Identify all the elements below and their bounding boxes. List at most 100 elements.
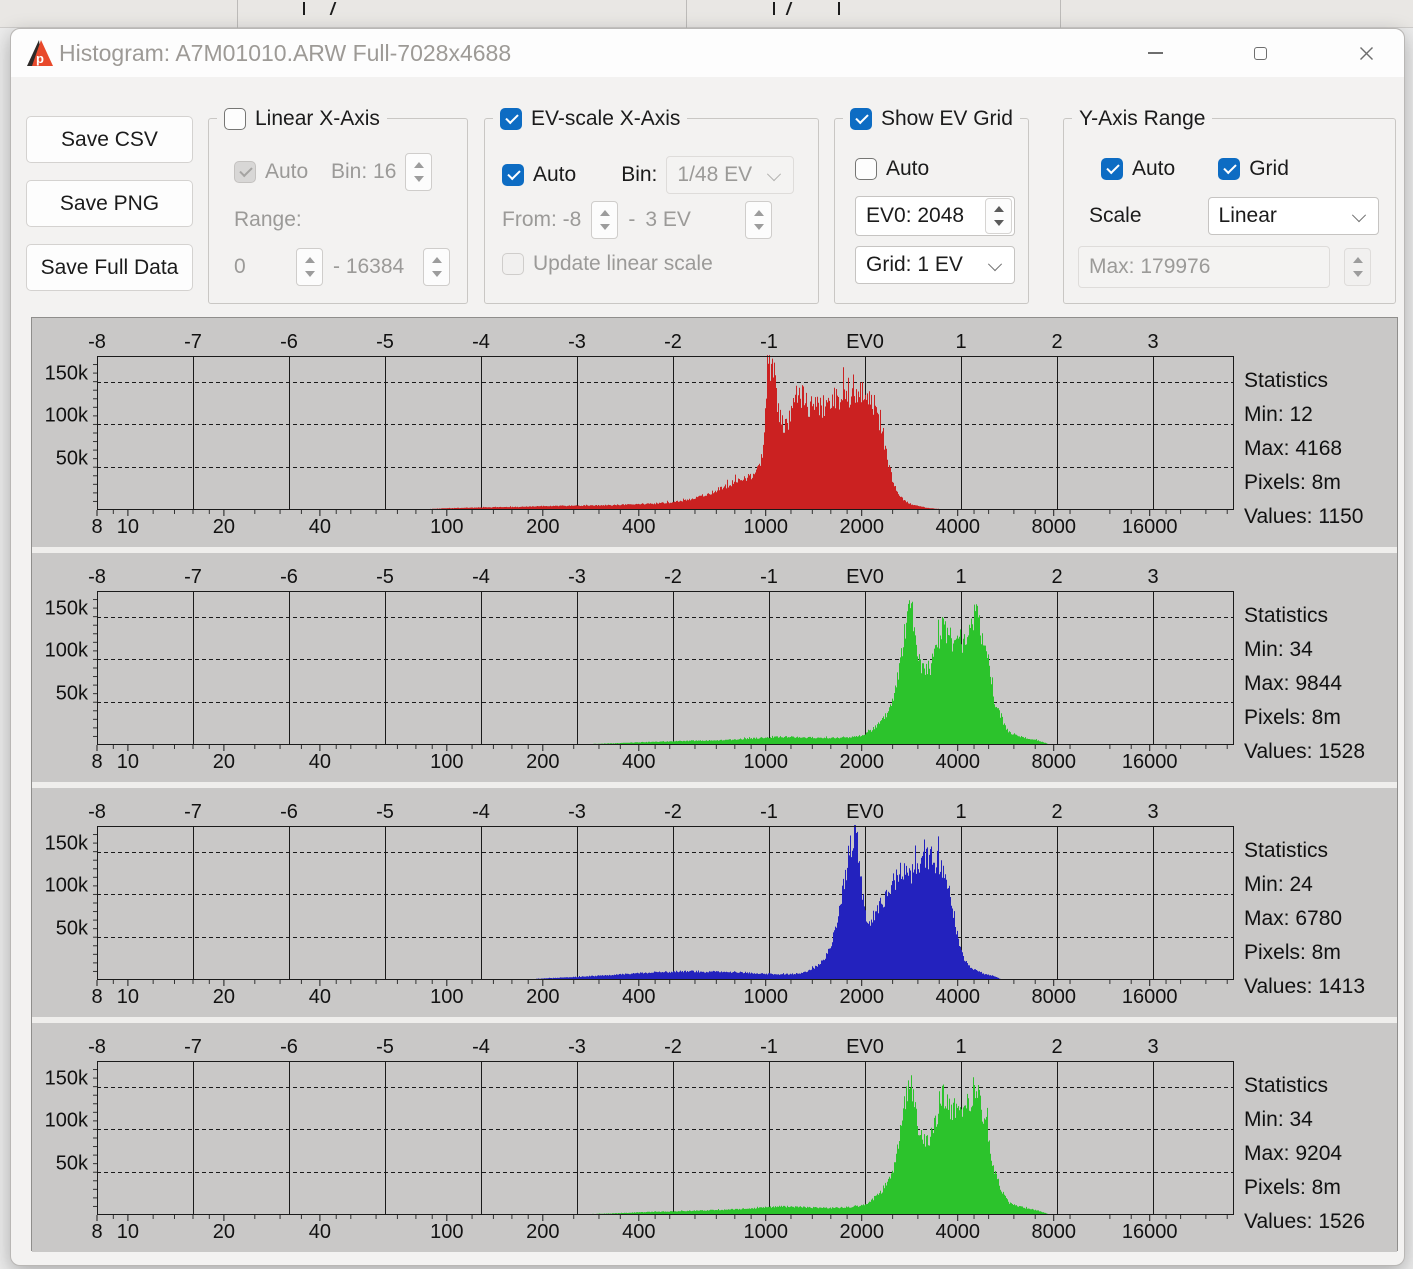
background-window-fragment <box>838 2 840 15</box>
y-auto-checkbox[interactable] <box>1101 158 1123 180</box>
app-logo-icon: p <box>27 40 53 66</box>
svg-text:8000: 8000 <box>1031 751 1076 773</box>
background-divider <box>686 0 687 28</box>
svg-text:2: 2 <box>1051 566 1062 588</box>
svg-text:100: 100 <box>430 1221 463 1243</box>
svg-text:-6: -6 <box>280 331 298 353</box>
save-csv-button[interactable]: Save CSV <box>26 116 193 163</box>
svg-text:16000: 16000 <box>1122 751 1178 773</box>
svg-text:20: 20 <box>213 751 235 773</box>
svg-text:-1: -1 <box>760 331 778 353</box>
ev-to-value: 3 EV <box>645 208 691 231</box>
svg-text:-4: -4 <box>472 801 490 823</box>
svg-text:-7: -7 <box>184 1036 202 1058</box>
statistics-block: Statistics Min: 34 Max: 9204 Pixels: 8m … <box>1244 1069 1365 1239</box>
svg-text:8000: 8000 <box>1031 516 1076 538</box>
title-bar[interactable]: p Histogram: A7M01010.ARW Full-7028x4688 <box>11 29 1404 77</box>
svg-text:-8: -8 <box>88 1036 106 1058</box>
svg-text:-6: -6 <box>280 1036 298 1058</box>
svg-text:-1: -1 <box>760 801 778 823</box>
svg-text:400: 400 <box>622 986 655 1008</box>
histogram-plot: 150k 100k 50k -8 -7 -6 -5 -4 -3 -2 -1 EV0 1 2 3 8 10 20 40… <box>45 331 1234 538</box>
ev-scale-x-axis-checkbox[interactable] <box>500 108 522 130</box>
svg-text:40: 40 <box>309 986 331 1008</box>
ev0-spinner[interactable] <box>985 198 1012 234</box>
svg-text:1: 1 <box>955 331 966 353</box>
svg-text:2: 2 <box>1051 1036 1062 1058</box>
linear-range-to-spinner <box>423 248 451 286</box>
grid-step-dropdown[interactable]: Grid: 1 EV <box>855 246 1015 284</box>
svg-text:100k: 100k <box>45 405 89 427</box>
show-ev-grid-checkbox[interactable] <box>850 108 872 130</box>
linear-bin-spinner <box>405 153 433 191</box>
histogram-panel-blue: 150k 100k 50k -8 -7 -6 -5 -4 -3 -2 -1 EV0 1 2 3 8 10 20 40… <box>32 788 1397 1017</box>
svg-text:2: 2 <box>1051 801 1062 823</box>
svg-text:4000: 4000 <box>935 986 980 1008</box>
svg-text:1000: 1000 <box>743 986 788 1008</box>
grid-auto-checkbox[interactable] <box>855 158 877 180</box>
svg-text:20: 20 <box>213 986 235 1008</box>
group-linear-x-axis: Linear X-Axis Auto Bin: 16 Range: 0 - 16… <box>208 105 468 304</box>
save-full-data-button[interactable]: Save Full Data <box>26 244 193 291</box>
svg-text:100: 100 <box>430 516 463 538</box>
ev-auto-checkbox[interactable] <box>502 164 524 186</box>
svg-text:3: 3 <box>1147 801 1158 823</box>
svg-text:-3: -3 <box>568 1036 586 1058</box>
y-auto-label: Auto <box>1132 157 1176 180</box>
svg-text:8: 8 <box>91 751 102 773</box>
save-png-button[interactable]: Save PNG <box>26 180 193 227</box>
y-scale-dropdown[interactable]: Linear <box>1207 197 1379 235</box>
svg-text:-1: -1 <box>760 1036 778 1058</box>
stat-line: Values: 1528 <box>1244 740 1366 763</box>
svg-text:-8: -8 <box>88 566 106 588</box>
svg-text:-4: -4 <box>472 1036 490 1058</box>
svg-text:-2: -2 <box>664 1036 682 1058</box>
y-grid-checkbox[interactable] <box>1218 158 1241 180</box>
maximize-icon <box>1253 46 1267 60</box>
background-window-fragment <box>773 2 775 15</box>
ev-bin-dropdown: 1/48 EV <box>666 156 795 194</box>
svg-text:3: 3 <box>1147 566 1158 588</box>
svg-text:20: 20 <box>213 516 235 538</box>
svg-text:100: 100 <box>430 986 463 1008</box>
svg-text:100: 100 <box>430 751 463 773</box>
y-max-value: Max: 179976 <box>1089 255 1211 278</box>
stat-line: Pixels: 8m <box>1244 471 1341 494</box>
close-button[interactable] <box>1346 33 1386 73</box>
linear-x-axis-checkbox[interactable] <box>224 108 246 130</box>
svg-text:EV0: EV0 <box>846 331 884 353</box>
update-linear-scale-label: Update linear scale <box>533 252 713 275</box>
maximize-button[interactable] <box>1240 33 1280 73</box>
svg-text:-2: -2 <box>664 801 682 823</box>
svg-text:-7: -7 <box>184 801 202 823</box>
svg-text:-2: -2 <box>664 566 682 588</box>
ev-from-spinner <box>591 201 619 239</box>
stat-line: Min: 34 <box>1244 1108 1313 1131</box>
minimize-button[interactable] <box>1135 33 1175 73</box>
svg-text:-6: -6 <box>280 566 298 588</box>
update-linear-scale-checkbox <box>502 253 524 275</box>
linear-range-from-value: 0 <box>234 255 246 278</box>
y-axis-range-label: Y-Axis Range <box>1079 107 1206 130</box>
stat-line: Values: 1526 <box>1244 1210 1366 1233</box>
svg-text:-3: -3 <box>568 331 586 353</box>
svg-text:-4: -4 <box>472 331 490 353</box>
svg-text:10: 10 <box>117 1221 139 1243</box>
svg-text:1000: 1000 <box>743 1221 788 1243</box>
stat-line: Max: 6780 <box>1244 907 1343 930</box>
stat-line: Values: 1413 <box>1244 975 1366 998</box>
svg-text:200: 200 <box>526 1221 559 1243</box>
statistics-block: Statistics Min: 24 Max: 6780 Pixels: 8m … <box>1244 834 1365 1004</box>
ev0-spinbox[interactable]: EV0: 2048 <box>855 196 1015 236</box>
svg-text:3: 3 <box>1147 331 1158 353</box>
svg-text:EV0: EV0 <box>846 801 884 823</box>
stat-line: Statistics <box>1244 839 1329 862</box>
svg-text:40: 40 <box>309 751 331 773</box>
svg-text:4000: 4000 <box>935 751 980 773</box>
background-divider <box>1060 0 1061 28</box>
svg-text:-7: -7 <box>184 331 202 353</box>
svg-text:4000: 4000 <box>935 1221 980 1243</box>
svg-text:8: 8 <box>91 516 102 538</box>
svg-text:10: 10 <box>117 516 139 538</box>
background-window-strip <box>0 0 1413 28</box>
